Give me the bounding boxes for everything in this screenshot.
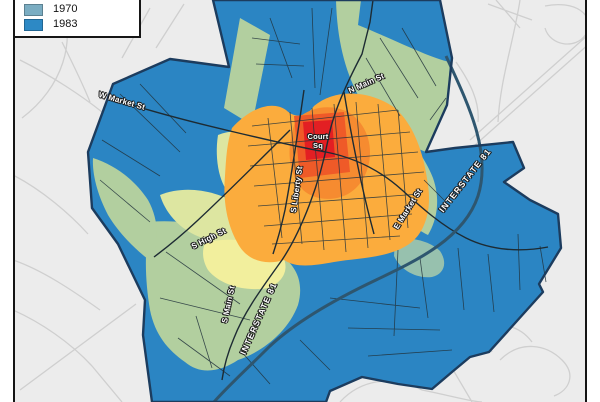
interstate-81-road: [212, 55, 484, 402]
zone-green-north-strip: [224, 18, 270, 125]
legend-swatch-1970: [24, 3, 43, 16]
streets-major: [109, 0, 549, 381]
street-label-court-sq: Court Sq: [307, 132, 329, 150]
map-frame-right: [585, 0, 587, 402]
legend-swatch-1983: [24, 18, 43, 31]
legend-row-1983: 1983: [24, 17, 139, 32]
legend-box: 1970 1983: [13, 0, 141, 38]
legend-label-1983: 1983: [53, 18, 78, 30]
legend-label-1970: 1970: [53, 3, 78, 15]
map-frame-left: [13, 0, 15, 402]
legend-row-1970: 1970: [24, 2, 139, 17]
city-boundary: [86, 0, 563, 402]
zone-green-ne-lobe: [336, 0, 450, 152]
zone-green-west-strip: [92, 158, 157, 262]
